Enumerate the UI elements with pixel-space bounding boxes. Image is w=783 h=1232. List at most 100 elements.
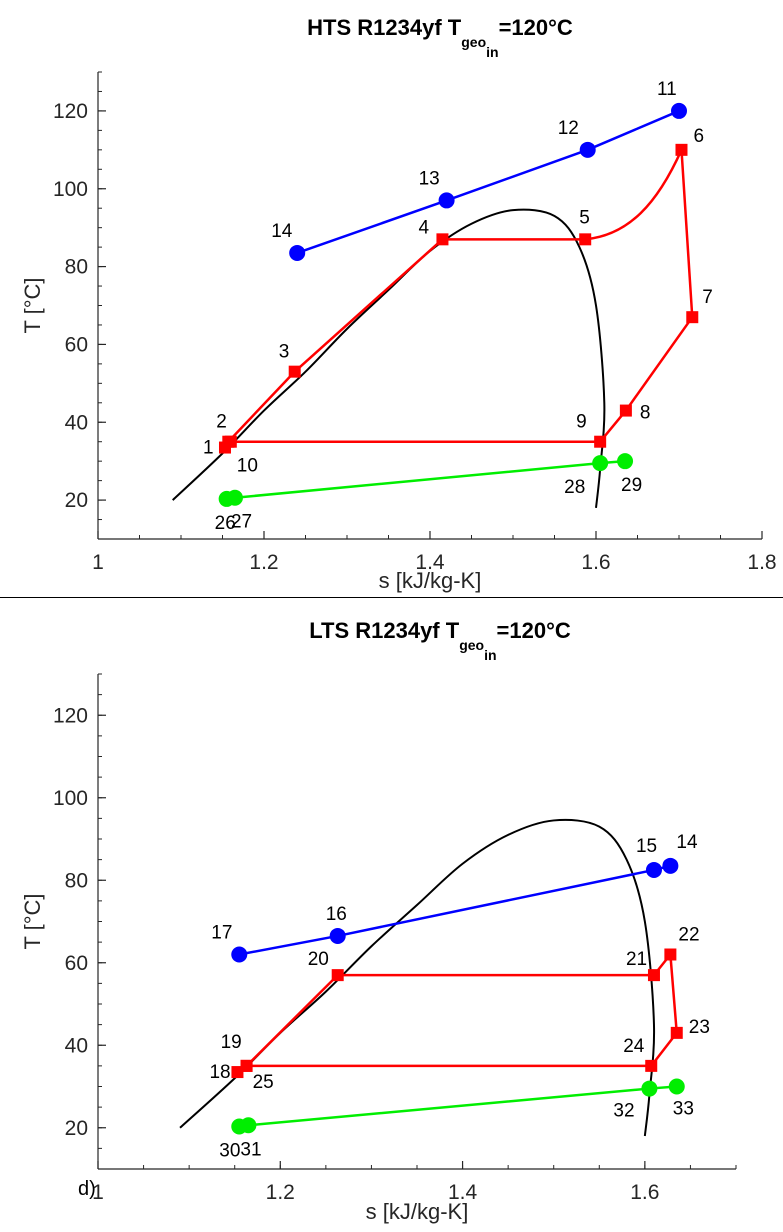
point-label: 21 <box>626 949 647 970</box>
chart-title: HTS R1234yf Tgeoin=120°C <box>307 15 573 60</box>
panel-divider <box>0 597 783 598</box>
y-axis-label: T [°C] <box>20 277 45 333</box>
point-marker <box>668 1078 685 1095</box>
y-tick-label: 80 <box>65 869 88 892</box>
y-tick-label: 120 <box>53 704 88 727</box>
point-marker <box>664 948 677 961</box>
point-marker <box>619 404 632 417</box>
point-label: 18 <box>209 1062 230 1083</box>
point-label: 8 <box>640 403 651 424</box>
point-marker <box>671 102 687 119</box>
point-label: 1 <box>203 438 214 459</box>
point-marker <box>231 1066 244 1079</box>
point-marker <box>331 969 344 982</box>
point-label: 17 <box>211 923 232 944</box>
point-label: 15 <box>636 836 657 857</box>
point-marker <box>329 927 346 944</box>
point-marker <box>438 192 455 209</box>
point-marker <box>224 435 237 448</box>
point-label: 28 <box>564 477 585 498</box>
point-marker <box>436 233 449 246</box>
x-tick-label: 1 <box>92 1181 104 1204</box>
point-marker <box>592 455 609 472</box>
point-marker <box>670 1026 683 1039</box>
point-marker <box>641 1080 658 1097</box>
y-tick-label: 100 <box>53 178 88 201</box>
point-label: 25 <box>253 1072 274 1093</box>
y-tick-label: 20 <box>65 1117 88 1140</box>
point-marker <box>226 489 243 506</box>
point-marker <box>645 1059 658 1072</box>
point-label: 26 <box>215 513 236 534</box>
panel-label-d: d) <box>78 1178 96 1200</box>
x-axis-label: s [kJ/kg-K] <box>379 568 482 593</box>
point-label: 7 <box>702 287 713 308</box>
point-label: 16 <box>326 904 347 925</box>
series-line <box>239 864 671 956</box>
point-label: 13 <box>419 168 440 189</box>
x-tick-label: 1.4 <box>448 1181 478 1204</box>
point-marker <box>231 946 248 963</box>
x-tick-label: 1.6 <box>630 1181 659 1204</box>
point-marker <box>645 861 662 878</box>
x-tick-label: 1.2 <box>266 1181 295 1204</box>
point-label: 31 <box>240 1139 261 1160</box>
point-marker <box>675 143 688 156</box>
chart-panel-1: LTS R1234yf Tgeoin=120°C 1 1.2 1.4 1.6 20 40 60… <box>20 618 737 1224</box>
y-tick-label: 60 <box>65 333 88 356</box>
point-label: 27 <box>231 512 252 533</box>
point-label: 24 <box>623 1036 645 1057</box>
point-label: 23 <box>689 1017 710 1038</box>
point-label: 14 <box>271 221 293 242</box>
series-line <box>296 109 680 255</box>
point-marker <box>579 141 596 158</box>
x-tick-label: 1.8 <box>747 551 776 574</box>
point-marker <box>288 365 301 378</box>
point-label: 5 <box>579 207 590 228</box>
point-marker <box>662 857 679 874</box>
point-label: 6 <box>693 126 704 147</box>
point-label: 2 <box>216 412 227 433</box>
point-marker <box>686 311 699 324</box>
point-label: 9 <box>576 412 587 433</box>
x-tick-label: 1.4 <box>415 551 445 574</box>
point-marker <box>579 233 592 246</box>
saturation-dome <box>172 208 606 508</box>
point-label: 14 <box>676 832 698 853</box>
point-label: 10 <box>237 456 258 477</box>
series-line <box>223 148 694 449</box>
point-marker <box>594 435 607 448</box>
x-tick-label: 1.6 <box>581 551 610 574</box>
y-tick-label: 60 <box>65 952 88 975</box>
y-tick-label: 20 <box>65 489 88 512</box>
point-marker <box>240 1059 253 1072</box>
point-label: 29 <box>621 475 642 496</box>
chart-panel-0: HTS R1234yf Tgeoin=120°C 1 1.2 1.4 1.6 1.8 20 4… <box>20 15 777 593</box>
point-label: 4 <box>418 217 429 238</box>
point-label: 22 <box>678 925 699 946</box>
saturation-dome <box>179 818 656 1137</box>
x-tick-label: 1.2 <box>249 551 278 574</box>
x-axis-label: s [kJ/kg-K] <box>366 1199 469 1224</box>
x-tick-label: 1 <box>92 551 104 574</box>
chart-title: LTS R1234yf Tgeoin=120°C <box>309 618 571 663</box>
y-tick-label: 120 <box>53 100 88 123</box>
y-tick-label: 40 <box>65 1034 88 1057</box>
point-label: 33 <box>673 1099 694 1120</box>
series-line <box>239 1085 677 1128</box>
y-tick-label: 40 <box>65 411 88 434</box>
point-marker <box>647 969 660 982</box>
y-tick-label: 100 <box>53 787 88 810</box>
point-label: 12 <box>558 118 579 139</box>
point-label: 20 <box>308 949 329 970</box>
point-marker <box>240 1117 257 1134</box>
y-axis-label: T [°C] <box>20 893 45 949</box>
point-label: 32 <box>613 1101 634 1122</box>
point-label: 3 <box>279 342 290 363</box>
point-marker <box>617 453 634 470</box>
point-label: 19 <box>221 1032 242 1053</box>
point-marker <box>289 244 306 261</box>
y-tick-label: 80 <box>65 256 88 279</box>
